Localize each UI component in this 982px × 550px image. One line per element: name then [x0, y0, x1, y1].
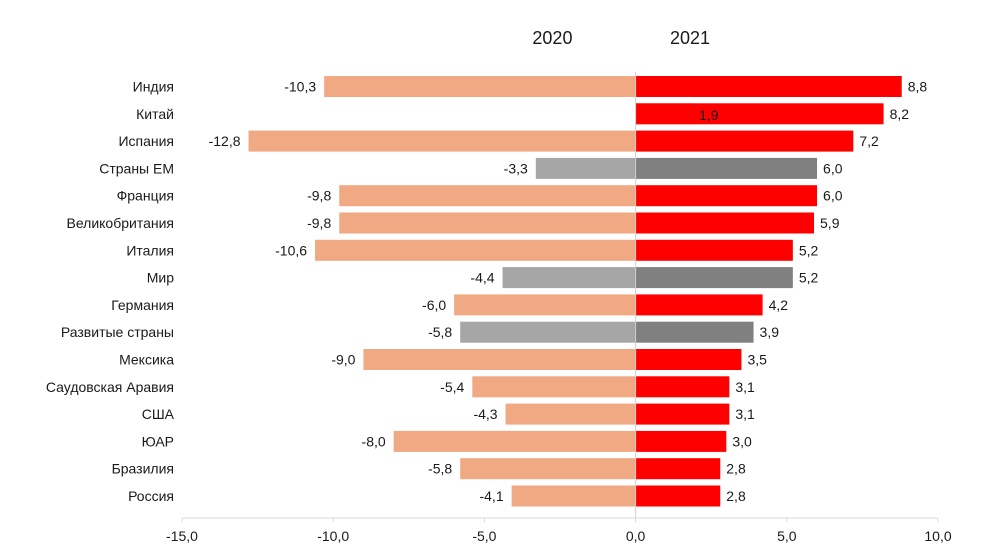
category-label: Бразилия [112, 461, 174, 477]
category-label: Саудовская Аравия [46, 379, 174, 395]
bar-2021 [635, 403, 730, 425]
value-label-2021: 3,0 [732, 433, 752, 449]
category-labels: Индия Китай Испания Страны ЕМ Франция Великоб… [46, 79, 175, 505]
category-label: Развитые страны [61, 324, 174, 340]
bar-2021 [635, 185, 818, 207]
value-label-2020: -10,3 [284, 79, 316, 95]
value-label-2021: 2,8 [726, 461, 746, 477]
value-label-2021: 6,0 [823, 160, 843, 176]
bar-2020 [460, 321, 636, 343]
bar-2021 [635, 321, 754, 343]
x-tick-label: 0,0 [626, 528, 646, 544]
category-label: Мексика [119, 352, 174, 368]
value-label-2020: -6,0 [422, 297, 446, 313]
value-label-2020: -10,6 [275, 242, 307, 258]
category-label: ЮАР [142, 433, 174, 449]
value-label-2021: 5,9 [820, 215, 840, 231]
value-label-2020: -5,4 [440, 379, 464, 395]
x-tick-label: -10,0 [317, 528, 349, 544]
bar-2020 [315, 239, 636, 261]
value-label-2021: 7,2 [859, 133, 879, 149]
bar-2021 [635, 485, 721, 507]
value-label-2021: 2,8 [726, 488, 746, 504]
category-label: Страны ЕМ [99, 160, 174, 176]
series-header-2020: 2020 [532, 28, 572, 48]
x-axis-ticks: -15,0 -10,0 -5,0 0,0 5,0 10,0 [166, 518, 952, 544]
category-label: Китай [136, 106, 174, 122]
value-label-2020: -9,8 [307, 215, 331, 231]
bar-2021 [635, 430, 727, 452]
x-tick-label: -15,0 [166, 528, 198, 544]
bar-2020 [393, 430, 636, 452]
bar-2021 [635, 376, 730, 398]
bar-2021 [635, 294, 763, 316]
bar-2021 [635, 239, 793, 261]
bar-2020 [339, 185, 636, 207]
category-label: Великобритания [66, 215, 174, 231]
category-label: Россия [128, 488, 174, 504]
value-label-2021: 5,2 [799, 270, 819, 286]
value-label-2020: -4,3 [473, 406, 497, 422]
value-label-2021: 5,2 [799, 242, 819, 258]
bar-2021 [635, 76, 902, 97]
bar-2020 [505, 403, 636, 425]
category-label: Италия [126, 242, 174, 258]
value-label-2020: -9,0 [331, 352, 355, 368]
bar-2021 [635, 458, 721, 480]
bar-2020 [324, 76, 636, 97]
category-label: Испания [118, 133, 174, 149]
bar-2021 [635, 130, 854, 152]
category-label: Индия [133, 79, 174, 95]
bar-2021 [635, 103, 884, 125]
value-label-2020: 1,9 [699, 107, 719, 123]
value-label-2020: -8,0 [362, 433, 386, 449]
series-header-2021: 2021 [670, 28, 710, 48]
bar-2020 [535, 157, 636, 179]
bars-group [248, 76, 902, 507]
category-label: Германия [111, 297, 174, 313]
value-label-2020: -3,3 [504, 160, 528, 176]
value-label-2021: 8,8 [908, 79, 928, 95]
value-label-2020: -5,8 [428, 461, 452, 477]
value-label-2021: 3,1 [735, 406, 755, 422]
x-tick-label: 5,0 [777, 528, 797, 544]
bar-2020 [511, 485, 636, 507]
value-label-2021: 3,9 [760, 324, 780, 340]
value-label-2020: -4,4 [470, 270, 494, 286]
series-headers: 2020 2021 [532, 28, 710, 48]
value-label-2020: -9,8 [307, 188, 331, 204]
value-label-2021: 4,2 [769, 297, 789, 313]
bar-2020 [248, 130, 636, 152]
category-label: Франция [117, 188, 174, 204]
x-tick-label: 10,0 [924, 528, 951, 544]
category-label: Мир [147, 270, 174, 286]
bar-2021 [635, 267, 793, 289]
value-label-2021: 6,0 [823, 188, 843, 204]
bar-2020 [454, 294, 636, 316]
bar-2020 [502, 267, 636, 289]
value-label-2021: 3,5 [747, 352, 767, 368]
bar-2021 [635, 212, 815, 234]
value-label-2021: 3,1 [735, 379, 755, 395]
value-label-2020: -12,8 [209, 133, 241, 149]
bar-2020 [472, 376, 636, 398]
value-labels: -10,3 8,8 1,9 8,2 -12,8 7,2 -3,3 6,0 -9,8 6,0 -9,8… [209, 79, 928, 505]
bar-2021 [635, 157, 818, 179]
bar-2020 [460, 458, 636, 480]
category-label: США [142, 406, 175, 422]
value-label-2020: -4,1 [479, 488, 503, 504]
bar-2020 [363, 349, 636, 370]
x-tick-label: -5,0 [472, 528, 496, 544]
bar-2021 [635, 349, 742, 370]
value-label-2021: 8,2 [890, 106, 910, 122]
bar-2020 [339, 212, 636, 234]
value-label-2020: -5,8 [428, 324, 452, 340]
